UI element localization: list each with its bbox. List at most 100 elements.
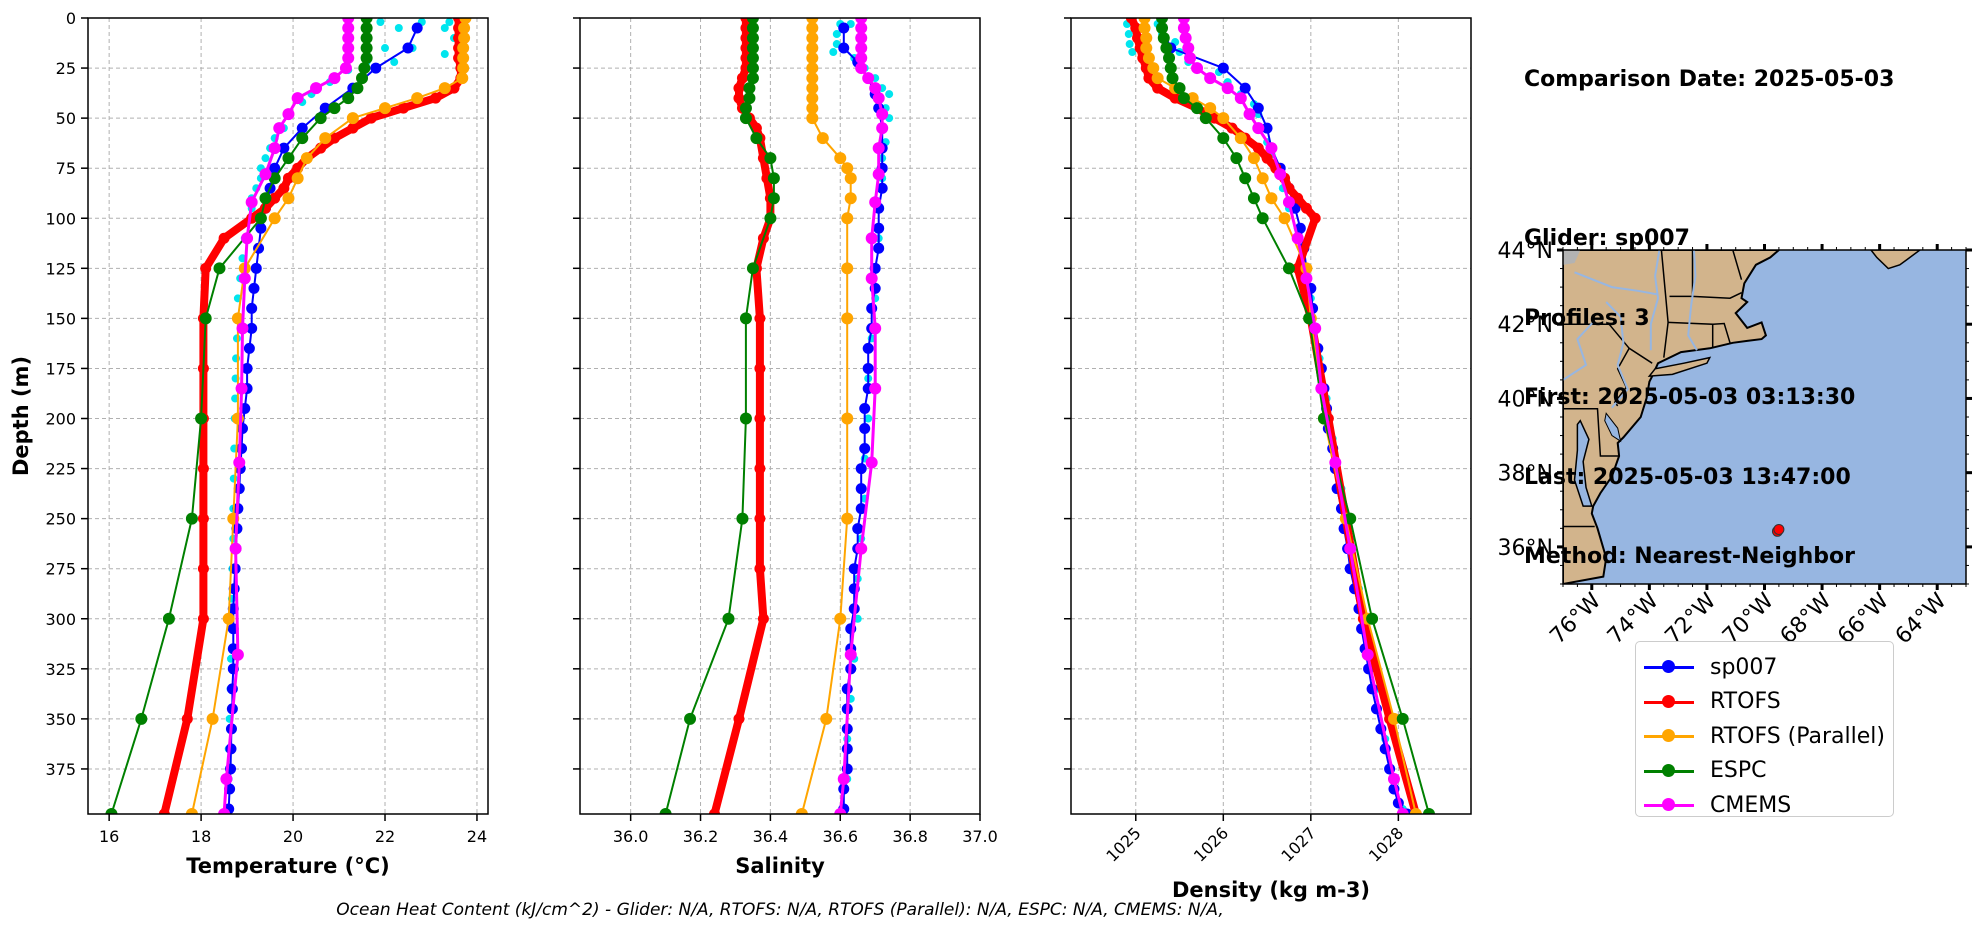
- data-point: [197, 613, 209, 625]
- data-point: [684, 712, 697, 725]
- data-point: [739, 102, 752, 115]
- data-point: [1177, 92, 1190, 105]
- data-point: [733, 713, 745, 725]
- lon-tick-label: 76°W: [1545, 588, 1606, 649]
- data-point: [869, 322, 882, 335]
- glider-position-2-marker: [1773, 523, 1785, 535]
- data-point: [1247, 192, 1260, 205]
- data-point: [872, 168, 885, 181]
- data-point: [855, 42, 868, 55]
- y-tick-label: 175: [45, 359, 76, 378]
- data-point: [834, 808, 847, 814]
- data-point: [162, 612, 175, 625]
- data-point: [1217, 62, 1229, 74]
- data-point: [806, 42, 819, 55]
- data-point: [1177, 22, 1190, 35]
- data-point: [243, 342, 255, 354]
- data-point: [236, 423, 248, 435]
- data-point: [351, 82, 364, 95]
- y-axis-title: Depth (m): [9, 356, 33, 476]
- spacer: [1524, 147, 1894, 174]
- ohc-footer: Ocean Heat Content (kJ/cm^2) - Glider: N…: [336, 900, 1224, 920]
- legend-item-rtofs: RTOFS: [1636, 685, 1893, 720]
- data-point: [197, 563, 209, 575]
- data-point: [158, 808, 170, 814]
- data-point: [1164, 62, 1177, 75]
- data-point: [855, 463, 867, 475]
- series-group: [105, 18, 472, 814]
- data-point: [1142, 52, 1155, 65]
- series-espc: [1156, 18, 1435, 814]
- data-point: [864, 414, 873, 423]
- lat-tick-label: 36°N: [1498, 536, 1553, 561]
- data-point: [1329, 456, 1342, 469]
- data-point: [872, 92, 885, 105]
- y-tick-label: 250: [45, 510, 76, 529]
- data-point: [1274, 168, 1287, 181]
- data-point: [1140, 42, 1153, 55]
- data-point: [1128, 48, 1137, 57]
- data-point: [300, 152, 313, 165]
- x-tick-label: 1028: [1365, 823, 1407, 865]
- data-point: [1300, 202, 1312, 214]
- data-point: [1387, 772, 1400, 785]
- x-tick-label: 36.6: [822, 827, 858, 846]
- data-point: [269, 162, 281, 174]
- data-point: [314, 112, 327, 125]
- lat-tick-label: 40°N: [1498, 387, 1553, 412]
- data-point: [806, 22, 819, 35]
- data-point: [1396, 808, 1409, 814]
- data-point: [844, 172, 857, 185]
- data-point: [820, 712, 833, 725]
- data-point: [1344, 512, 1357, 525]
- data-point: [440, 50, 449, 59]
- data-point: [739, 112, 752, 125]
- data-point: [381, 44, 390, 53]
- panel-density: 1025 1026 1027 1028 Density (kg m-3): [1064, 17, 1472, 902]
- data-point: [859, 443, 871, 455]
- data-point: [1409, 808, 1422, 814]
- data-point: [346, 112, 359, 125]
- data-point: [278, 182, 290, 194]
- data-point: [1125, 18, 1137, 24]
- data-point: [859, 402, 871, 414]
- data-point: [754, 463, 766, 475]
- series-rtofs-parallel-: [1138, 18, 1422, 814]
- data-point: [440, 24, 449, 33]
- data-point: [245, 196, 258, 209]
- data-point: [1209, 112, 1221, 124]
- data-point: [213, 262, 226, 275]
- data-point: [736, 72, 748, 84]
- data-point: [746, 32, 759, 45]
- data-point: [736, 512, 749, 525]
- data-point: [795, 808, 808, 814]
- series-line: [1161, 27, 1408, 814]
- data-point: [457, 62, 470, 75]
- data-point: [390, 58, 399, 67]
- series-sp007-raw: [829, 20, 894, 813]
- legend-item-espc: ESPC: [1636, 754, 1893, 789]
- x-tick-label: 18: [191, 827, 211, 846]
- data-point: [1239, 82, 1251, 94]
- legend: sp007 RTOFS RTOFS (Parallel) ESPC CMEMS: [1635, 641, 1894, 818]
- data-point: [754, 563, 766, 575]
- data-point: [282, 108, 295, 121]
- data-point: [1366, 612, 1379, 625]
- legend-swatch: [1644, 694, 1694, 709]
- data-point: [1422, 808, 1435, 814]
- data-point: [876, 108, 889, 121]
- last-time: Last: 2025-05-03 13:47:00: [1524, 464, 1851, 490]
- map-content: [1563, 250, 1966, 584]
- x-tick-label: 36.2: [683, 827, 719, 846]
- data-point: [233, 456, 246, 469]
- data-point: [185, 512, 198, 525]
- data-point: [360, 42, 373, 55]
- data-point: [1184, 52, 1197, 65]
- data-point: [746, 72, 759, 85]
- data-point: [222, 612, 235, 625]
- data-point: [841, 312, 854, 325]
- x-tick-label: 22: [375, 827, 395, 846]
- data-point: [254, 212, 267, 225]
- data-point: [767, 172, 780, 185]
